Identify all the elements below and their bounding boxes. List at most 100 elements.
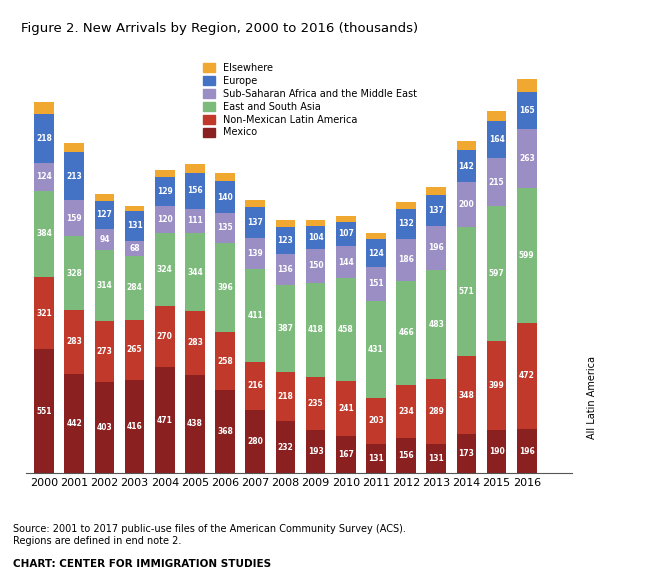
Bar <box>456 182 476 227</box>
Bar <box>306 249 326 283</box>
Text: 348: 348 <box>458 390 474 400</box>
Bar <box>487 158 506 206</box>
Bar <box>155 177 175 206</box>
Text: 164: 164 <box>489 135 504 144</box>
Bar <box>306 220 326 226</box>
Bar <box>276 421 295 473</box>
Text: 265: 265 <box>127 345 142 354</box>
Bar <box>487 430 506 473</box>
Text: 193: 193 <box>307 447 324 456</box>
Bar <box>215 332 235 390</box>
Bar <box>517 429 536 473</box>
Bar <box>125 206 144 211</box>
Text: 124: 124 <box>36 172 52 181</box>
Text: 314: 314 <box>97 281 112 290</box>
Bar <box>64 144 84 153</box>
Text: 284: 284 <box>127 283 142 292</box>
Bar <box>426 378 446 443</box>
Text: 399: 399 <box>489 381 504 390</box>
Text: 328: 328 <box>66 268 82 278</box>
Bar <box>155 206 175 234</box>
Text: 123: 123 <box>278 236 293 245</box>
Bar <box>95 321 114 382</box>
Bar <box>125 256 144 320</box>
Bar <box>456 356 476 434</box>
Text: CHART: CENTER FOR IMMIGRATION STUDIES: CHART: CENTER FOR IMMIGRATION STUDIES <box>13 559 271 569</box>
Text: 150: 150 <box>308 262 324 270</box>
Bar <box>64 374 84 473</box>
Bar <box>336 216 356 222</box>
Text: 403: 403 <box>97 424 112 432</box>
Bar <box>64 152 84 201</box>
Bar <box>487 340 506 430</box>
Text: 263: 263 <box>519 154 535 163</box>
Bar <box>366 239 385 267</box>
Text: 186: 186 <box>398 255 414 264</box>
Text: 156: 156 <box>398 451 414 460</box>
Text: 140: 140 <box>217 193 233 202</box>
Bar <box>34 162 54 190</box>
Bar <box>336 246 356 278</box>
Bar <box>125 241 144 256</box>
Bar <box>487 111 506 121</box>
Text: 167: 167 <box>338 450 354 459</box>
Bar <box>155 234 175 307</box>
Bar <box>276 254 295 285</box>
Bar <box>215 181 235 213</box>
Text: 416: 416 <box>127 422 142 431</box>
Bar <box>34 277 54 349</box>
Bar <box>215 390 235 473</box>
Bar <box>95 382 114 473</box>
Bar <box>276 285 295 372</box>
Bar <box>517 323 536 429</box>
Bar <box>426 443 446 473</box>
Text: 94: 94 <box>99 235 110 245</box>
Bar <box>155 307 175 367</box>
Text: 144: 144 <box>338 258 354 267</box>
Text: 280: 280 <box>247 437 263 446</box>
Text: 107: 107 <box>338 229 354 238</box>
Bar <box>487 206 506 340</box>
Bar <box>366 398 385 443</box>
Text: Source: 2001 to 2017 public-use files of the American Community Survey (ACS).
Re: Source: 2001 to 2017 public-use files of… <box>13 524 406 546</box>
Bar <box>517 92 536 129</box>
Text: 127: 127 <box>96 210 112 219</box>
Bar <box>306 283 326 377</box>
Text: 131: 131 <box>368 454 384 463</box>
Bar <box>34 113 54 162</box>
Text: 273: 273 <box>96 347 112 356</box>
Text: 241: 241 <box>338 404 354 413</box>
Bar <box>246 361 265 410</box>
Text: 135: 135 <box>217 223 233 233</box>
Bar <box>155 170 175 177</box>
Text: 384: 384 <box>36 229 52 238</box>
Text: All Latin America: All Latin America <box>587 356 597 439</box>
Text: 551: 551 <box>36 406 52 416</box>
Text: 68: 68 <box>129 244 140 253</box>
Text: 196: 196 <box>428 243 444 253</box>
Text: 270: 270 <box>157 332 173 341</box>
Text: 190: 190 <box>489 447 504 456</box>
Bar <box>95 201 114 229</box>
Text: 104: 104 <box>307 233 324 242</box>
Text: 120: 120 <box>157 215 173 225</box>
Bar <box>246 238 265 269</box>
Bar <box>64 236 84 310</box>
Bar <box>95 229 114 250</box>
Bar <box>125 211 144 241</box>
Bar <box>155 367 175 473</box>
Bar <box>396 202 416 209</box>
Bar <box>276 226 295 254</box>
Bar <box>396 209 416 239</box>
Bar <box>185 173 205 209</box>
Text: 129: 129 <box>157 188 173 197</box>
Bar <box>426 270 446 378</box>
Text: 235: 235 <box>308 399 324 408</box>
Text: 431: 431 <box>368 345 384 354</box>
Text: 124: 124 <box>368 249 384 258</box>
Text: 137: 137 <box>428 206 444 215</box>
Bar <box>306 226 326 249</box>
Bar <box>426 226 446 270</box>
Bar <box>95 194 114 201</box>
Text: 215: 215 <box>489 178 504 186</box>
